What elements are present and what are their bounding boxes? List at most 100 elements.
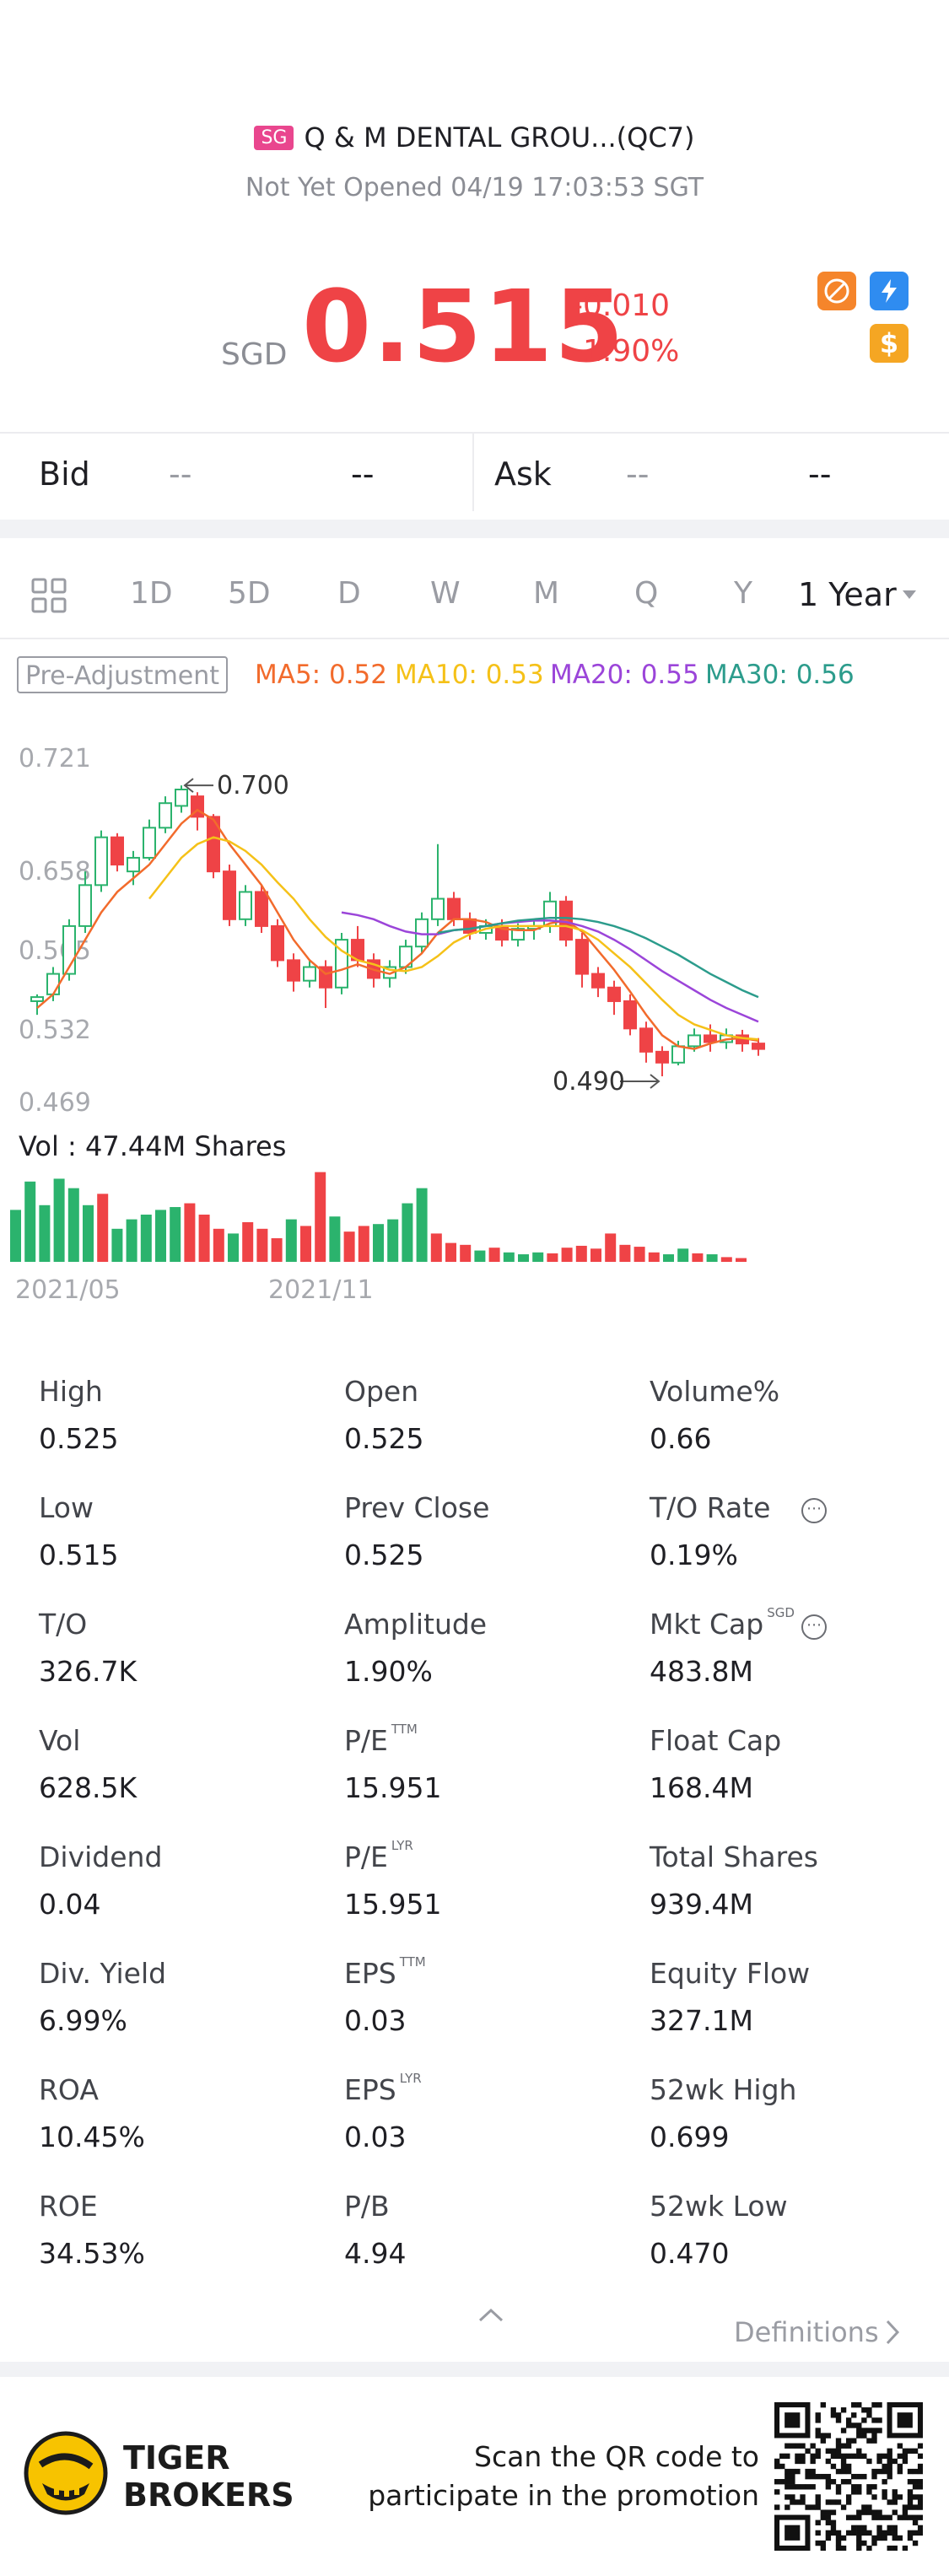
- qr-module: [820, 2433, 826, 2439]
- qr-module: [825, 2514, 832, 2520]
- qr-module: [774, 2463, 780, 2470]
- tab-month[interactable]: M: [533, 576, 560, 611]
- qr-module: [805, 2473, 811, 2480]
- tab-5d[interactable]: 5D: [228, 576, 271, 611]
- qr-module: [907, 2504, 914, 2510]
- candle-body: [704, 1034, 717, 1043]
- qr-module: [851, 2484, 857, 2490]
- qr-module: [840, 2428, 847, 2433]
- candle-body: [463, 918, 477, 934]
- candle-body: [431, 897, 445, 920]
- qr-module: [887, 2473, 892, 2480]
- bid-price: --: [169, 455, 192, 493]
- qr-module: [851, 2514, 857, 2520]
- qr-module: [917, 2514, 923, 2520]
- more-icon[interactable]: ⋯: [801, 1614, 827, 1640]
- candle-body: [511, 928, 525, 941]
- qr-module: [882, 2468, 887, 2475]
- candle-body: [687, 1034, 701, 1048]
- qr-module: [917, 2484, 923, 2490]
- tab-week[interactable]: W: [430, 576, 461, 611]
- stat-label: Mkt Cap SGD: [650, 1605, 795, 1641]
- qr-module: [825, 2458, 832, 2465]
- qr-module: [876, 2514, 882, 2520]
- qr-module: [912, 2530, 919, 2536]
- qr-module: [835, 2484, 842, 2490]
- qr-module: [871, 2494, 877, 2500]
- stat-value: 326.7K: [39, 1655, 137, 1688]
- candle-body: [159, 802, 172, 829]
- qr-code[interactable]: [774, 2402, 923, 2551]
- chevron-right-icon[interactable]: [884, 2318, 901, 2350]
- tab-year[interactable]: Y: [734, 576, 752, 611]
- qr-module: [790, 2494, 795, 2500]
- candle-body: [255, 891, 268, 927]
- qr-module: [815, 2448, 821, 2454]
- candle-body: [303, 966, 316, 982]
- qr-module: [835, 2468, 842, 2475]
- qr-module: [840, 2468, 847, 2475]
- volume-bar: [663, 1254, 674, 1262]
- stat-label: Equity Flow: [650, 1957, 811, 1990]
- dollar-icon[interactable]: $: [870, 324, 909, 363]
- qr-module: [840, 2545, 847, 2551]
- tab-1d[interactable]: 1D: [130, 576, 173, 611]
- qr-module: [856, 2433, 862, 2439]
- tab-1-year[interactable]: 1 Year: [798, 576, 897, 613]
- qr-module: [917, 2494, 923, 2500]
- stat-label: Volume%: [650, 1375, 780, 1408]
- qr-module: [897, 2494, 903, 2500]
- qr-module: [882, 2489, 887, 2495]
- qr-module: [851, 2453, 857, 2460]
- qr-module: [830, 2509, 837, 2515]
- qr-module: [871, 2417, 877, 2423]
- candle-body: [591, 973, 605, 989]
- stat-value: 939.4M: [650, 1888, 753, 1921]
- qr-module: [810, 2443, 816, 2449]
- qr-module: [845, 2479, 852, 2485]
- stat-label: Dividend: [39, 1840, 163, 1873]
- volume-bar: [300, 1226, 311, 1262]
- qr-module: [866, 2407, 872, 2413]
- candlestick-chart[interactable]: 0.700 0.490: [0, 734, 949, 1130]
- volume-bar: [315, 1172, 326, 1262]
- stock-title[interactable]: Q & M DENTAL GROU...(QC7): [304, 121, 695, 154]
- qr-module: [845, 2443, 852, 2449]
- qr-module: [897, 2463, 903, 2470]
- definitions-link[interactable]: Definitions: [734, 2316, 879, 2348]
- collapse-chevron-icon[interactable]: [477, 2306, 505, 2326]
- flash-icon[interactable]: [870, 272, 909, 310]
- tab-day[interactable]: D: [337, 576, 361, 611]
- ma5-label: MA5: 0.52: [255, 660, 387, 690]
- y-tick-label: 0.721: [19, 744, 91, 773]
- volume-bar: [53, 1178, 65, 1262]
- no-trade-icon[interactable]: [817, 272, 856, 310]
- qr-module: [785, 2479, 790, 2485]
- more-icon[interactable]: ⋯: [801, 1498, 827, 1523]
- y-tick-label: 0.469: [19, 1088, 91, 1118]
- qr-module: [897, 2453, 903, 2460]
- qr-module: [897, 2468, 903, 2475]
- qr-module: [805, 2468, 811, 2475]
- volume-chart[interactable]: [0, 1164, 949, 1262]
- candle-body: [575, 939, 589, 975]
- pre-adjustment-toggle[interactable]: Pre-Adjustment: [17, 656, 228, 693]
- qr-module: [866, 2458, 872, 2465]
- qr-module: [785, 2473, 790, 2480]
- candle-body: [127, 856, 140, 873]
- stat-superscript: TTM: [399, 1954, 426, 1970]
- qr-module: [790, 2479, 795, 2485]
- qr-module: [856, 2530, 862, 2536]
- low-annotation: 0.490: [553, 1067, 625, 1097]
- qr-module: [887, 2468, 892, 2475]
- grid-icon[interactable]: [30, 577, 67, 617]
- brand-line-1: TIGER: [123, 2439, 230, 2476]
- qr-module: [912, 2468, 919, 2475]
- qr-module: [917, 2499, 923, 2505]
- qr-module: [820, 2402, 826, 2408]
- qr-module: [866, 2545, 872, 2551]
- qr-module: [779, 2453, 785, 2460]
- caret-down-icon[interactable]: [901, 588, 918, 604]
- tab-quarter[interactable]: Q: [634, 576, 659, 611]
- qr-module: [887, 2545, 892, 2551]
